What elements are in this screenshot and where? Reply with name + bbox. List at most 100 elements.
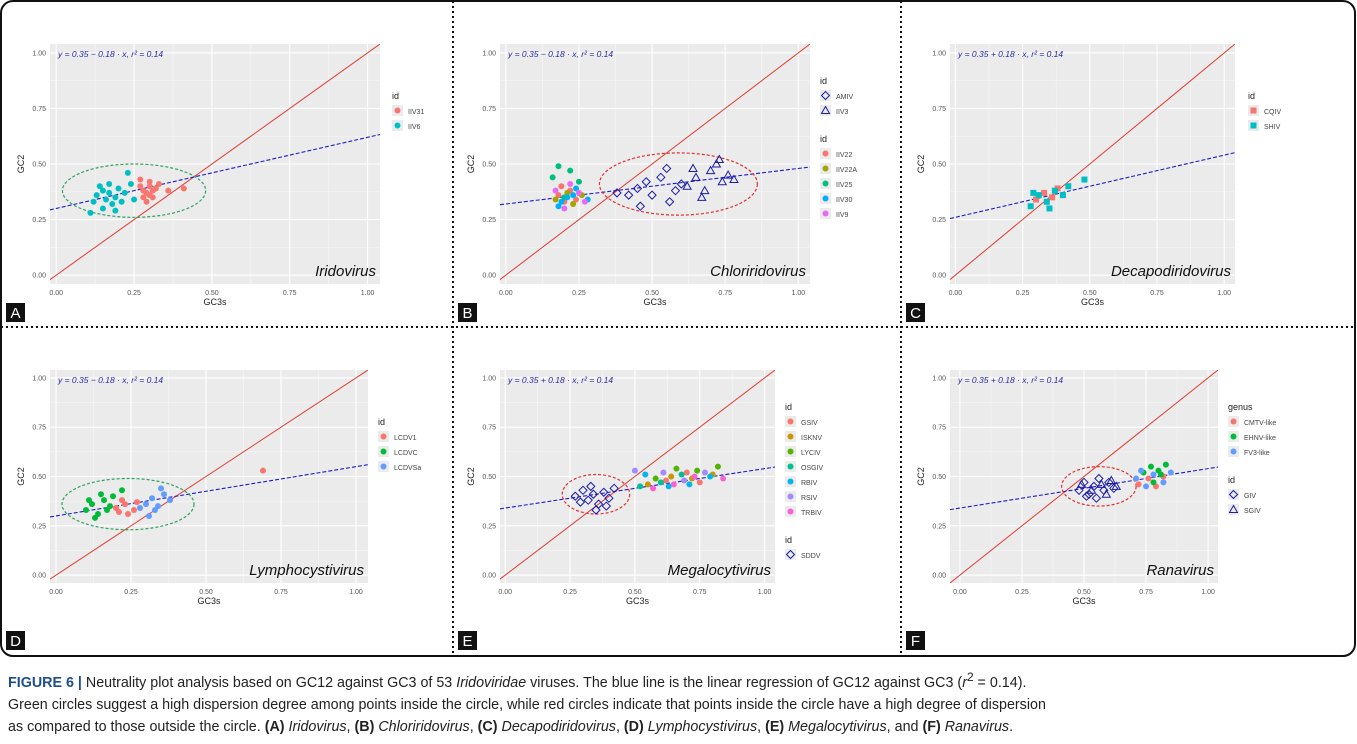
legend-key-bg xyxy=(820,90,831,101)
data-point xyxy=(1091,493,1102,503)
data-point xyxy=(555,192,562,199)
data-point xyxy=(555,203,562,210)
y-tick-label: 0.25 xyxy=(482,523,496,530)
panel-badge xyxy=(906,631,925,650)
data-point xyxy=(661,163,672,174)
x-tick-label: 1.00 xyxy=(349,589,363,596)
plot-area xyxy=(500,44,810,280)
legend-label: AMIV xyxy=(836,94,853,101)
data-point xyxy=(1081,491,1092,501)
dispersion-ellipse xyxy=(61,477,195,531)
diagonal-line xyxy=(500,370,775,580)
data-point xyxy=(656,172,666,183)
panel-d: 0.00 0.00 0.25 0.25 0.50 0.50 0.75 0.75 1.00 1.00… xyxy=(6,370,421,650)
data-point xyxy=(146,512,152,519)
legend-key xyxy=(820,105,831,114)
data-point xyxy=(1094,473,1104,484)
legend-key-bg xyxy=(785,549,796,560)
dispersion-ellipse xyxy=(1061,466,1137,507)
data-point xyxy=(673,465,680,472)
data-point xyxy=(165,187,172,194)
data-point xyxy=(601,501,612,511)
caption-ref-d-key: (D) xyxy=(623,718,644,735)
legend-label: IIV9 xyxy=(836,212,849,219)
x-tick-label: 0.75 xyxy=(718,290,732,297)
legend-label: CMTV-like xyxy=(1244,420,1276,427)
data-point xyxy=(558,183,565,190)
y-axis-label: GC2 xyxy=(916,155,926,174)
legend-key xyxy=(787,463,794,470)
panel-e: 0.00 0.00 0.25 0.25 0.50 0.50 0.75 0.75 1.00 1.00… xyxy=(458,370,824,650)
data-point xyxy=(146,178,153,185)
data-point xyxy=(87,209,94,216)
y-axis-label: GC2 xyxy=(466,467,476,486)
data-point xyxy=(642,471,649,478)
data-point xyxy=(1109,483,1119,494)
data-point xyxy=(555,163,562,170)
data-point xyxy=(1046,205,1053,212)
data-point xyxy=(691,172,701,181)
x-tick-label: 0.50 xyxy=(1083,290,1097,297)
x-tick-label: 0.25 xyxy=(563,589,577,596)
regression-equation: y = 0.35 − 0.18 · x, r² = 0.14 xyxy=(507,49,613,59)
data-point xyxy=(583,495,593,505)
data-point xyxy=(155,181,162,187)
data-point xyxy=(694,467,701,474)
data-point xyxy=(127,181,134,187)
legend-label: SGIV xyxy=(1244,508,1261,515)
plot-area xyxy=(50,370,368,580)
data-point xyxy=(1086,485,1097,494)
data-point xyxy=(586,481,596,492)
data-point xyxy=(1049,194,1056,201)
data-point xyxy=(609,483,619,494)
data-point xyxy=(96,183,103,190)
data-point xyxy=(650,485,657,492)
data-point xyxy=(99,205,106,212)
data-point xyxy=(121,189,128,196)
data-point xyxy=(124,169,131,176)
legend-key xyxy=(1230,418,1237,425)
x-tick-label: 0.25 xyxy=(127,290,141,297)
y-tick-label: 0.50 xyxy=(482,162,496,169)
data-point xyxy=(552,187,559,194)
legend-title: id xyxy=(1228,475,1235,485)
data-point xyxy=(152,185,159,192)
data-point xyxy=(146,183,153,190)
y-tick-label: 0.25 xyxy=(932,523,946,530)
data-point xyxy=(137,505,143,512)
legend-label: FV3-like xyxy=(1244,450,1270,457)
y-tick-label: 0.75 xyxy=(32,106,46,113)
legend-label: IIV6 xyxy=(408,124,421,131)
data-point xyxy=(1051,187,1058,194)
caption-sep: , xyxy=(615,718,624,735)
genus-label: Chloriridovirus xyxy=(710,263,806,280)
outer-frame xyxy=(0,0,1356,657)
data-point xyxy=(112,194,119,201)
data-point xyxy=(1167,469,1174,476)
legend-title: id xyxy=(785,535,792,545)
legend-title: genus xyxy=(1228,402,1253,412)
diagonal-line xyxy=(950,370,1218,583)
y-axis-label: GC2 xyxy=(16,155,26,174)
genus-label: Megalocytivirus xyxy=(668,562,772,579)
data-point xyxy=(152,507,158,514)
legend-key xyxy=(787,478,794,485)
data-point xyxy=(623,190,634,200)
data-point xyxy=(158,485,164,492)
regression-equation: y = 0.35 + 0.18 · x, r² = 0.14 xyxy=(957,375,1063,385)
legend-label: IIV3 xyxy=(836,109,849,116)
data-point xyxy=(1162,461,1169,468)
y-axis-label: GC2 xyxy=(916,467,926,486)
y-tick-label: 1.00 xyxy=(932,375,946,382)
data-point xyxy=(665,483,672,490)
caption-sep: , xyxy=(757,718,766,735)
caption-text-1: Neutrality plot analysis based on GC12 a… xyxy=(81,674,457,691)
data-point xyxy=(86,497,92,504)
regression-equation: y = 0.35 − 0.18 · x, r² = 0.14 xyxy=(57,375,163,385)
y-tick-label: 0.00 xyxy=(32,273,46,280)
data-point xyxy=(109,201,116,207)
data-point xyxy=(1150,471,1157,478)
legend-key xyxy=(380,448,387,455)
y-axis-label: GC2 xyxy=(466,155,476,174)
